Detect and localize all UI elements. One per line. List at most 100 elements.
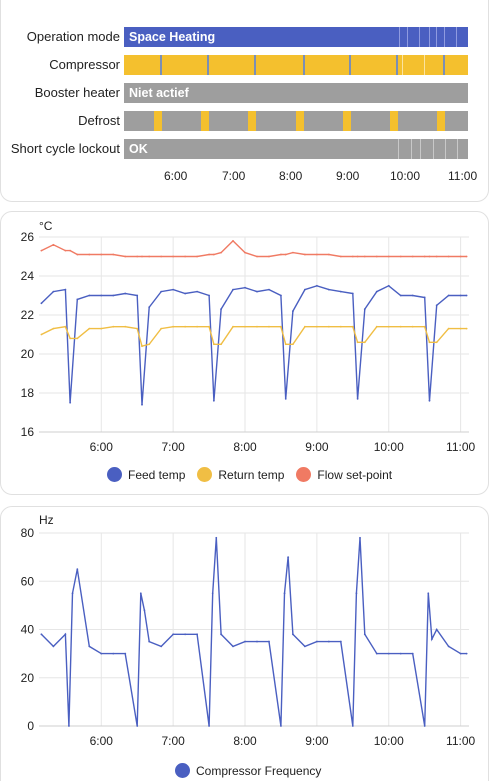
data-point xyxy=(244,325,246,328)
timeline-row-short-cycle-lockout[interactable]: Short cycle lockout OK xyxy=(1,139,489,159)
data-point xyxy=(232,325,234,328)
data-point xyxy=(411,294,414,297)
data-point xyxy=(387,652,390,655)
legend-flow-setpoint[interactable]: Flow set-point xyxy=(296,467,392,482)
compressor-bar[interactable] xyxy=(124,55,468,75)
data-point xyxy=(363,308,366,311)
legend-label: Flow set-point xyxy=(317,467,393,482)
x-tick-label: 11:00 xyxy=(446,734,475,748)
data-point xyxy=(160,645,163,648)
data-point xyxy=(148,343,151,346)
timeline-label: Defrost xyxy=(78,113,120,128)
data-point xyxy=(284,397,287,400)
data-point xyxy=(112,652,115,655)
data-point xyxy=(139,592,142,595)
data-point xyxy=(363,633,366,636)
data-point xyxy=(292,310,294,312)
temp-unit-label: °C xyxy=(39,219,53,233)
x-tick-label: 7:00 xyxy=(161,734,185,748)
data-point xyxy=(256,640,258,643)
data-point xyxy=(339,640,342,643)
data-point xyxy=(327,288,330,291)
data-point xyxy=(268,288,270,291)
timeline-row-defrost[interactable]: Defrost xyxy=(1,111,489,131)
timeline-row-compressor[interactable]: Compressor xyxy=(1,55,489,75)
data-point xyxy=(124,652,127,655)
data-point xyxy=(52,645,55,648)
data-point xyxy=(351,325,354,328)
short-cycle-lockout-bar[interactable]: OK xyxy=(124,139,468,159)
data-point xyxy=(100,327,103,330)
frequency-legend: Compressor Frequency xyxy=(175,763,333,778)
frequency-chart[interactable]: 80 60 40 20 0 6:00 7:00 8:00 9:00 10:00 11:00 xyxy=(1,523,489,768)
data-point xyxy=(304,325,306,328)
data-point xyxy=(411,652,414,655)
legend-return-temp[interactable]: Return temp xyxy=(197,467,284,482)
data-point xyxy=(172,325,175,328)
data-point xyxy=(184,633,187,636)
data-point xyxy=(76,253,79,256)
data-point xyxy=(304,288,306,291)
data-point xyxy=(220,633,222,636)
data-point xyxy=(447,255,450,258)
data-point xyxy=(100,253,103,256)
data-point xyxy=(124,292,127,295)
data-point xyxy=(423,725,426,727)
data-point xyxy=(148,640,151,643)
data-point xyxy=(387,284,390,287)
x-tick-label: 10:00 xyxy=(374,440,404,454)
y-tick-label: 20 xyxy=(21,347,35,361)
data-point xyxy=(100,652,103,655)
data-point xyxy=(359,536,361,539)
data-point xyxy=(208,325,210,328)
data-point xyxy=(447,294,450,297)
legend-label: Feed temp xyxy=(128,467,186,482)
data-point xyxy=(315,284,318,287)
timeline-row-operation-mode[interactable]: Operation mode Space Heating xyxy=(1,27,489,47)
data-point xyxy=(124,255,127,258)
data-point xyxy=(423,296,426,299)
operation-mode-segments xyxy=(124,27,468,47)
legend-compressor-frequency[interactable]: Compressor Frequency xyxy=(175,763,321,778)
timeline-tick: 11:00 xyxy=(448,169,478,183)
booster-heater-bar[interactable]: Niet actief xyxy=(124,83,468,103)
legend-feed-temp[interactable]: Feed temp xyxy=(107,467,185,482)
timeline-tick: 6:00 xyxy=(164,169,188,183)
timeline-row-booster-heater[interactable]: Booster heater Niet actief xyxy=(1,83,489,103)
data-point xyxy=(212,343,215,346)
legend-label: Compressor Frequency xyxy=(196,763,322,778)
data-point xyxy=(399,255,402,258)
series-line xyxy=(40,537,467,727)
data-point xyxy=(284,253,287,256)
data-point xyxy=(232,288,234,291)
data-point xyxy=(256,255,258,258)
y-tick-label: 80 xyxy=(21,526,35,540)
data-point xyxy=(304,253,306,256)
data-point xyxy=(339,290,342,293)
data-point xyxy=(387,255,390,258)
data-point xyxy=(69,337,72,340)
temperature-chart[interactable]: 26 24 22 20 18 16 6:00 7:00 8:00 9:00 10:00 11:00 xyxy=(1,228,489,468)
data-point xyxy=(459,294,462,297)
data-point xyxy=(315,253,318,256)
defrost-bar[interactable] xyxy=(124,111,468,131)
data-point xyxy=(40,333,43,336)
y-tick-label: 26 xyxy=(21,230,35,244)
data-point xyxy=(52,290,55,293)
y-tick-label: 60 xyxy=(21,574,35,588)
data-point xyxy=(280,294,282,297)
data-point xyxy=(52,327,55,330)
data-point xyxy=(196,255,199,258)
data-point xyxy=(356,397,359,400)
data-point xyxy=(64,633,67,636)
data-point xyxy=(256,325,258,328)
data-point xyxy=(232,645,234,648)
operation-mode-state: Space Heating xyxy=(129,30,216,44)
history-timeline-card: Operation mode Space Heating Compressor xyxy=(0,0,489,202)
data-point xyxy=(465,294,468,297)
data-point xyxy=(136,327,139,330)
operation-mode-bar[interactable]: Space Heating xyxy=(124,27,468,47)
timeline-label: Short cycle lockout xyxy=(10,141,120,156)
data-point xyxy=(184,255,187,258)
data-point xyxy=(112,294,115,297)
